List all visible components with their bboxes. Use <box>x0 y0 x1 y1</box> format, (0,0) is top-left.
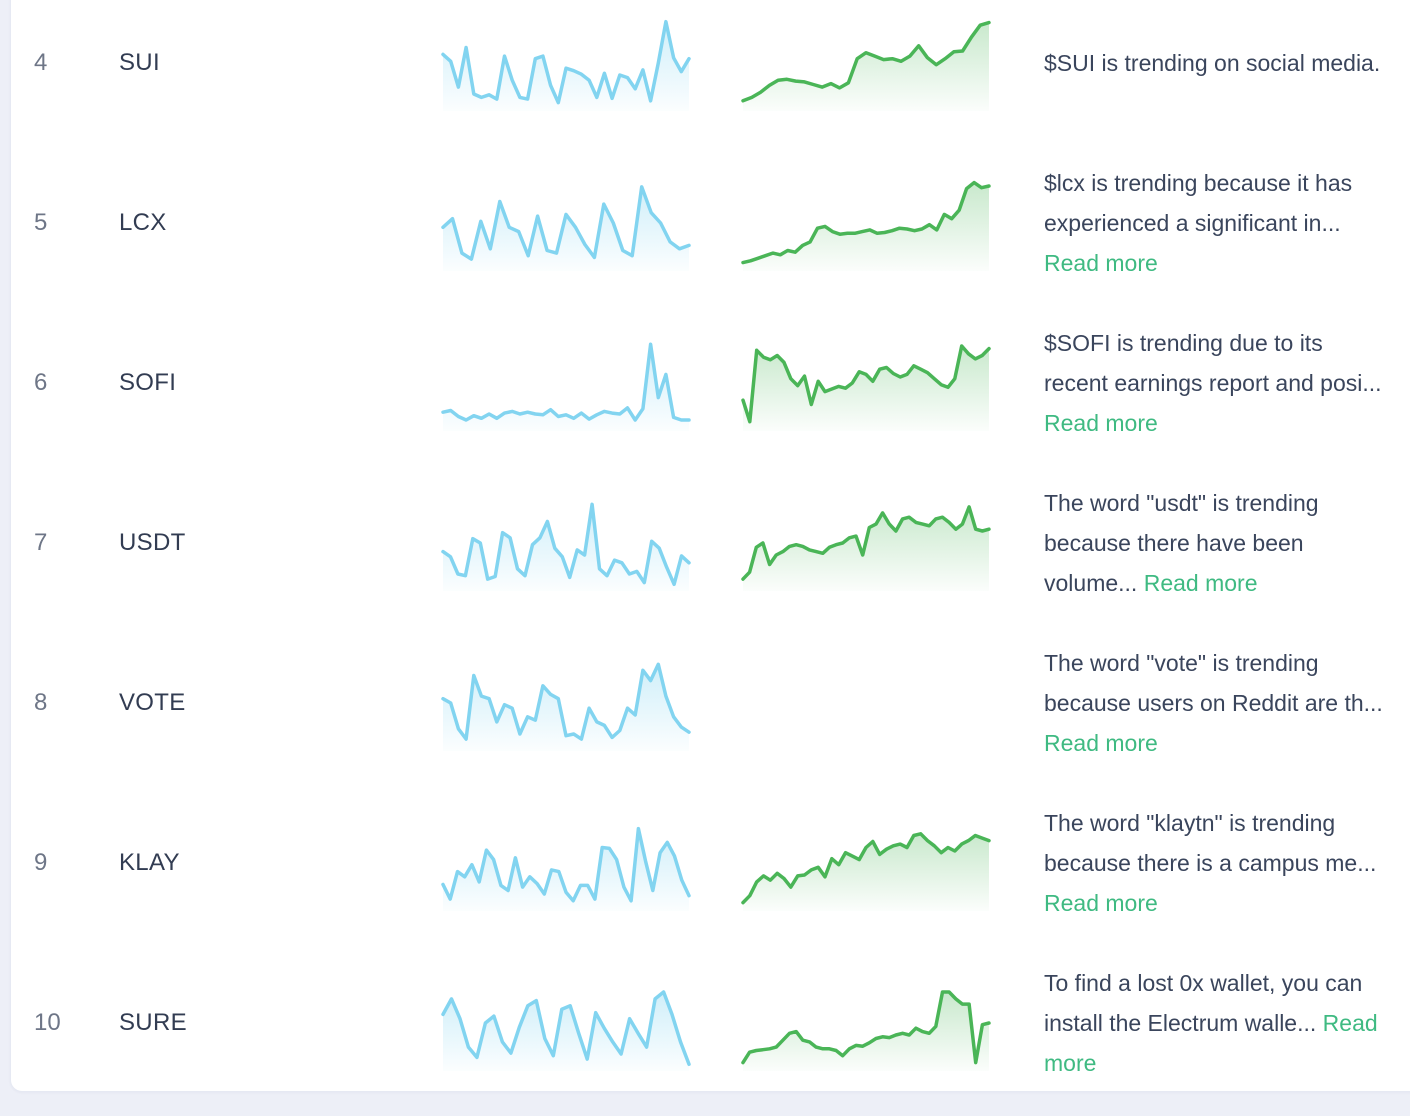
rank-number: 7 <box>34 529 48 556</box>
price-sparkline <box>741 815 991 911</box>
token-symbol: VOTE <box>119 689 186 716</box>
trend-description-text: The word "vote" is trending because user… <box>1044 650 1383 716</box>
price-sparkline <box>741 335 991 431</box>
table-row[interactable]: 8 VOTE The word "vote" is trending becau… <box>11 623 1410 783</box>
rank-number: 4 <box>34 49 48 76</box>
table-row[interactable]: 9 KLAY The word "klaytn" is trending bec… <box>11 783 1410 943</box>
table-row[interactable]: 7 USDT The word "usdt" is trending becau… <box>11 463 1410 623</box>
trend-description: The word "usdt" is trending because ther… <box>1044 483 1391 603</box>
trend-description: $SOFI is trending due to its recent earn… <box>1044 323 1391 443</box>
social-mentions-sparkline <box>441 175 691 271</box>
read-more-link[interactable]: Read more <box>1044 890 1158 916</box>
rank-number: 6 <box>34 369 48 396</box>
token-symbol: SURE <box>119 1009 187 1036</box>
rank-number: 8 <box>34 689 48 716</box>
table-row[interactable]: 5 LCX $lcx is trending because it has ex… <box>11 143 1410 303</box>
token-symbol: LCX <box>119 209 167 236</box>
trend-description-text: To find a lost 0x wallet, you can instal… <box>1044 970 1363 1036</box>
price-sparkline <box>741 175 991 271</box>
trend-description: $lcx is trending because it has experien… <box>1044 163 1391 283</box>
rank-number: 10 <box>34 1009 61 1036</box>
social-mentions-sparkline <box>441 815 691 911</box>
price-sparkline <box>741 495 991 591</box>
price-sparkline <box>741 655 991 751</box>
social-mentions-sparkline <box>441 335 691 431</box>
token-symbol: SUI <box>119 49 160 76</box>
read-more-link[interactable]: Read more <box>1044 250 1158 276</box>
trending-table-rows: 4 SUI $SUI is trending on social media. … <box>11 0 1410 1091</box>
trending-table-card: 4 SUI $SUI is trending on social media. … <box>10 0 1410 1092</box>
social-mentions-sparkline <box>441 495 691 591</box>
table-row[interactable]: 6 SOFI $SOFI is trending due to its rece… <box>11 303 1410 463</box>
social-mentions-sparkline <box>441 15 691 111</box>
trend-description: The word "klaytn" is trending because th… <box>1044 803 1391 923</box>
read-more-link[interactable]: Read more <box>1044 730 1158 756</box>
table-row[interactable]: 4 SUI $SUI is trending on social media. <box>11 0 1410 143</box>
rank-number: 9 <box>34 849 48 876</box>
social-mentions-sparkline <box>441 975 691 1071</box>
trend-description: The word "vote" is trending because user… <box>1044 643 1391 763</box>
trend-description: $SUI is trending on social media. <box>1044 43 1391 83</box>
price-sparkline <box>741 975 991 1071</box>
token-symbol: KLAY <box>119 849 180 876</box>
token-symbol: SOFI <box>119 369 177 396</box>
trend-description-text: $SUI is trending on social media. <box>1044 50 1381 76</box>
trend-description-text: The word "klaytn" is trending because th… <box>1044 810 1377 876</box>
read-more-link[interactable]: Read more <box>1044 410 1158 436</box>
trend-description: To find a lost 0x wallet, you can instal… <box>1044 963 1391 1083</box>
rank-number: 5 <box>34 209 48 236</box>
social-mentions-sparkline <box>441 655 691 751</box>
trend-description-text: $SOFI is trending due to its recent earn… <box>1044 330 1382 396</box>
trend-description-text: $lcx is trending because it has experien… <box>1044 170 1353 236</box>
read-more-link[interactable]: Read more <box>1044 1010 1378 1076</box>
price-sparkline <box>741 15 991 111</box>
token-symbol: USDT <box>119 529 186 556</box>
trend-description-text: The word "usdt" is trending because ther… <box>1044 490 1319 596</box>
read-more-link[interactable]: Read more <box>1143 570 1258 596</box>
table-row[interactable]: 10 SURE To find a lost 0x wallet, you ca… <box>11 943 1410 1091</box>
